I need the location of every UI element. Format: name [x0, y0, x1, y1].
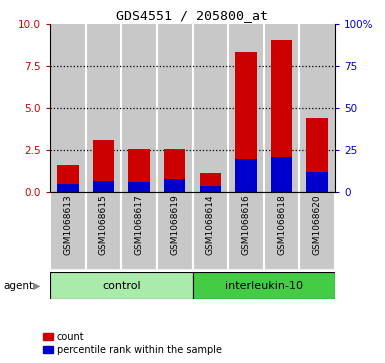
- Text: GSM1068615: GSM1068615: [99, 195, 108, 256]
- Bar: [57, 184, 79, 192]
- Text: interleukin-10: interleukin-10: [225, 281, 303, 291]
- Text: agent: agent: [4, 281, 34, 291]
- Bar: [235, 159, 257, 192]
- Bar: [121, 24, 157, 192]
- Bar: [164, 179, 186, 192]
- Text: GSM1068620: GSM1068620: [313, 195, 321, 255]
- Bar: [192, 24, 228, 192]
- Bar: [93, 180, 114, 192]
- Text: ▶: ▶: [33, 281, 40, 291]
- Bar: [85, 192, 121, 270]
- Text: GSM1068616: GSM1068616: [241, 195, 250, 256]
- Bar: [85, 24, 121, 192]
- Bar: [306, 172, 328, 192]
- Bar: [50, 272, 192, 299]
- Bar: [228, 24, 264, 192]
- Title: GDS4551 / 205800_at: GDS4551 / 205800_at: [117, 9, 268, 23]
- Text: GSM1068618: GSM1068618: [277, 195, 286, 256]
- Text: GSM1068613: GSM1068613: [64, 195, 72, 256]
- Bar: [235, 52, 257, 192]
- Legend: count, percentile rank within the sample: count, percentile rank within the sample: [44, 331, 222, 355]
- Bar: [300, 24, 335, 192]
- Bar: [50, 24, 85, 192]
- Bar: [57, 166, 79, 192]
- Bar: [128, 148, 150, 192]
- Bar: [157, 192, 192, 270]
- Bar: [228, 192, 264, 270]
- Text: control: control: [102, 281, 141, 291]
- Bar: [157, 24, 192, 192]
- Bar: [50, 192, 85, 270]
- Bar: [128, 182, 150, 192]
- Text: GSM1068617: GSM1068617: [135, 195, 144, 256]
- Bar: [199, 185, 221, 192]
- Bar: [192, 192, 228, 270]
- Text: GSM1068619: GSM1068619: [170, 195, 179, 256]
- Bar: [192, 272, 335, 299]
- Bar: [271, 40, 292, 192]
- Bar: [199, 173, 221, 192]
- Bar: [164, 149, 186, 192]
- Bar: [121, 192, 157, 270]
- Bar: [264, 192, 300, 270]
- Bar: [271, 157, 292, 192]
- Text: GSM1068614: GSM1068614: [206, 195, 215, 255]
- Bar: [306, 118, 328, 192]
- Bar: [93, 140, 114, 192]
- Bar: [264, 24, 300, 192]
- Bar: [300, 192, 335, 270]
